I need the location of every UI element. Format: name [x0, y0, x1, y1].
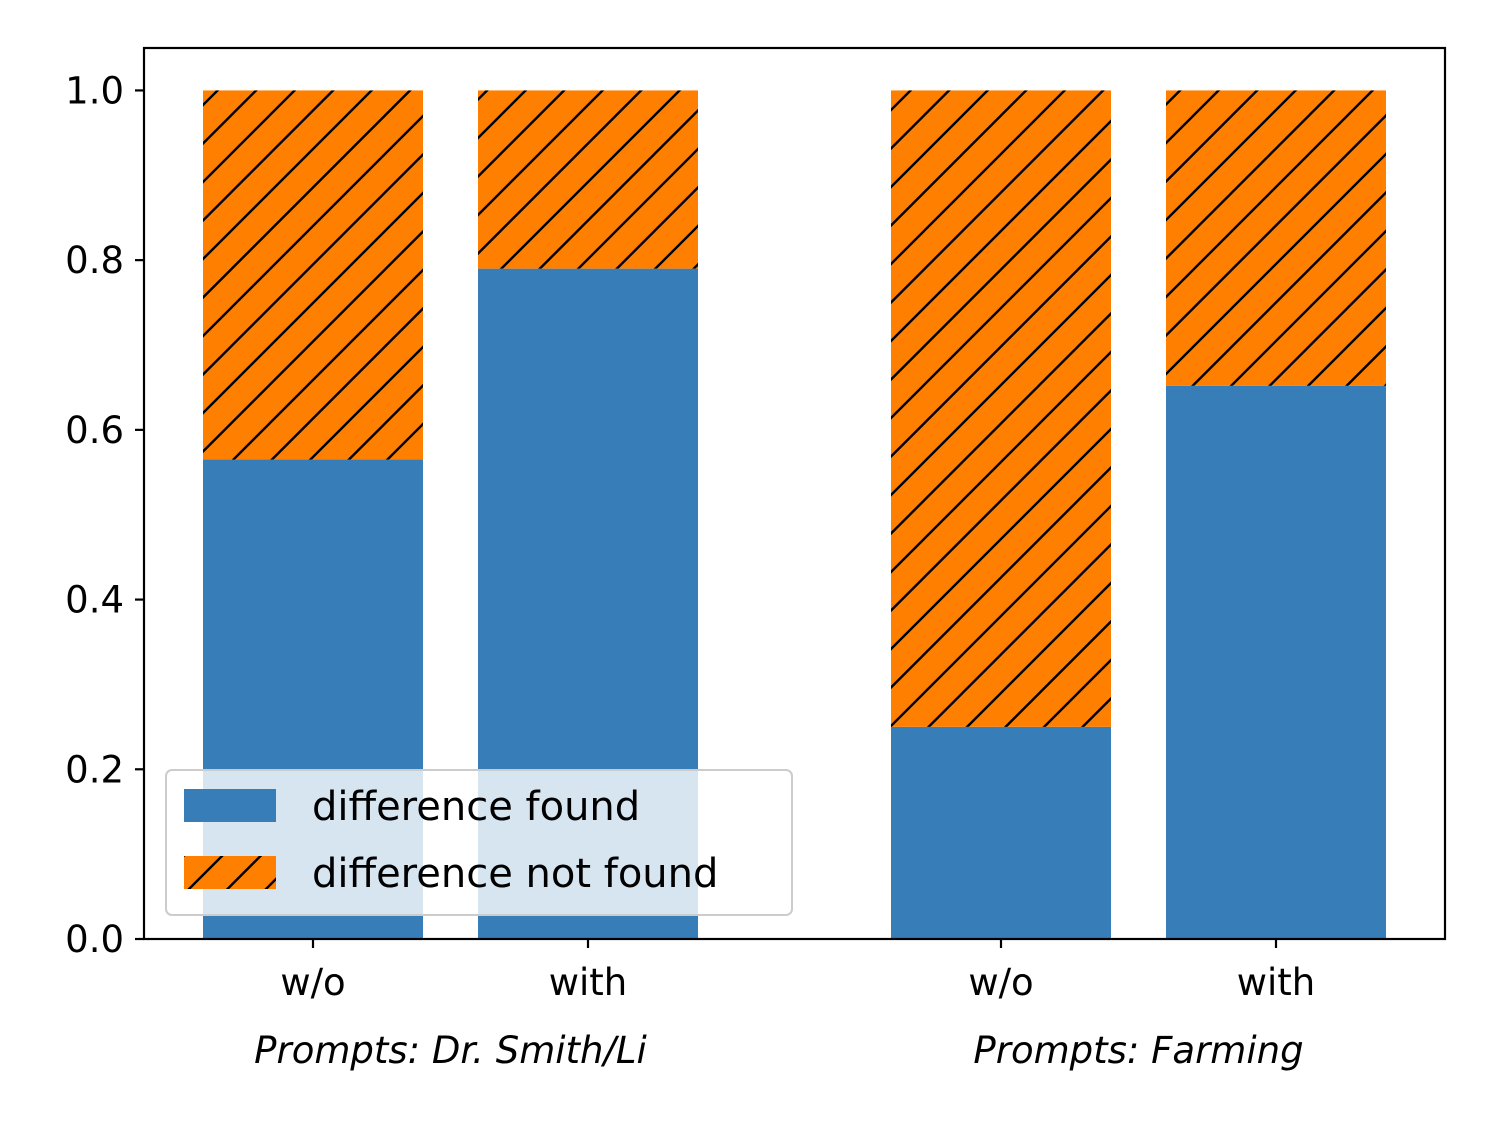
bar-hatch-difference-not-found-2 [478, 90, 698, 269]
plot-frame [142, 46, 1447, 941]
legend-label-difference-not-found: difference not found [312, 851, 718, 897]
group-label-2: Prompts: Farming [973, 1029, 1303, 1072]
y-tick-label: 1.0 [65, 69, 124, 112]
bar-hatch-difference-not-found-3 [891, 90, 1111, 727]
legend-swatch-difference-found [184, 789, 276, 822]
bar-difference-found-3 [891, 726, 1111, 939]
bar-hatch-difference-not-found-4 [1166, 90, 1386, 386]
y-tick-label: 0.6 [65, 409, 124, 452]
bar-difference-found-4 [1166, 385, 1386, 939]
y-tick-label: 0.4 [65, 579, 124, 622]
x-tick-label: with [549, 961, 628, 1004]
y-tick-label: 0.0 [65, 918, 124, 961]
bars-layer [203, 90, 1386, 940]
bar-hatch-difference-not-found-1 [203, 90, 423, 460]
y-axis: 0.0 0.2 0.4 0.6 0.8 1.0 [65, 69, 144, 961]
legend-label-difference-found: difference found [312, 784, 640, 830]
y-tick-label: 0.2 [65, 748, 124, 791]
y-tick-label: 0.8 [65, 239, 124, 282]
x-tick-label: with [1237, 961, 1316, 1004]
x-tick-label: w/o [968, 961, 1033, 1004]
legend: difference found difference not found [165, 769, 793, 916]
group-label-1: Prompts: Dr. Smith/Li [254, 1029, 647, 1072]
legend-box [165, 769, 793, 916]
x-axis: w/o with w/o with Prompts: Dr. Smith/Li Promp… [254, 939, 1315, 1072]
x-tick-label: w/o [280, 961, 345, 1004]
legend-swatch-difference-not-found [184, 856, 276, 889]
